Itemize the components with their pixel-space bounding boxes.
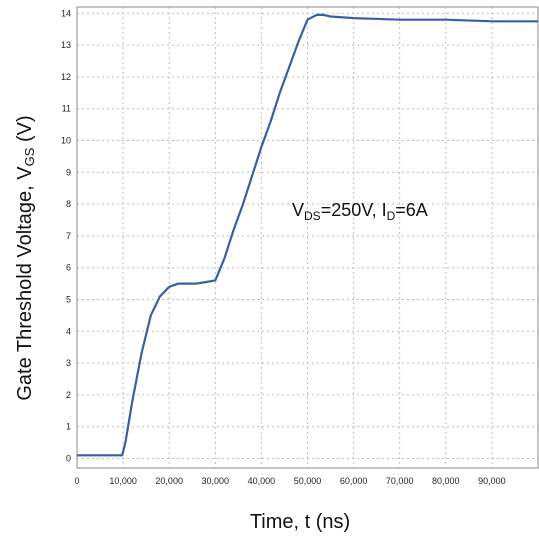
x-tick-label: 40,000 [248, 476, 276, 486]
y-tick-label: 8 [66, 199, 71, 209]
y-tick-label: 14 [61, 8, 71, 18]
y-tick-label: 4 [66, 326, 71, 336]
x-tick-label: 0 [74, 476, 79, 486]
annot-v-value: =250V, [321, 200, 382, 220]
annot-i-value: =6A [395, 200, 428, 220]
y-tick-label: 13 [61, 40, 71, 50]
y-axis-title-unit: (V) [14, 115, 36, 147]
x-tick-labels: 0 10,000 20,000 30,000 40,000 50,000 60,000 70,… [74, 476, 505, 486]
y-tick-label: 2 [66, 390, 71, 400]
y-tick-label: 10 [61, 136, 71, 146]
y-axis-title: Gate Threshold Voltage, VGS (V) [14, 115, 37, 400]
y-tick-label: 11 [62, 104, 71, 114]
y-axis-title-main: Gate Threshold Voltage, V [14, 166, 36, 401]
x-tick-label: 20,000 [155, 476, 183, 486]
y-tick-label: 5 [66, 294, 71, 304]
series-line [77, 13, 538, 457]
x-tick-label: 60,000 [340, 476, 368, 486]
x-tick-label: 10,000 [109, 476, 137, 486]
y-tick-label: 12 [61, 72, 71, 82]
y-tick-label: 1 [66, 422, 71, 432]
y-tick-label: 9 [66, 167, 71, 177]
y-axis-title-subscript: GS [22, 147, 37, 166]
annot-v: V [292, 200, 304, 220]
x-axis-title: Time, t (ns) [250, 511, 350, 533]
annot-i-sub: D [387, 209, 396, 223]
x-tick-label: 80,000 [432, 476, 460, 486]
annot-i: I [382, 200, 387, 220]
x-tick-label: 90,000 [478, 476, 506, 486]
x-tick-label: 70,000 [386, 476, 414, 486]
x-tick-label: 50,000 [294, 476, 322, 486]
annot-v-sub: DS [304, 209, 321, 223]
y-tick-label: 6 [66, 263, 71, 273]
x-tick-label: 30,000 [202, 476, 230, 486]
conditions-annotation: VDS=250V, ID=6A [292, 200, 428, 223]
y-tick-label: 3 [66, 358, 71, 368]
plot-frame [76, 6, 539, 469]
grid-lines [77, 7, 538, 468]
y-tick-label: 7 [66, 231, 71, 241]
y-tick-label: 0 [66, 453, 71, 463]
series-layer [77, 13, 538, 457]
